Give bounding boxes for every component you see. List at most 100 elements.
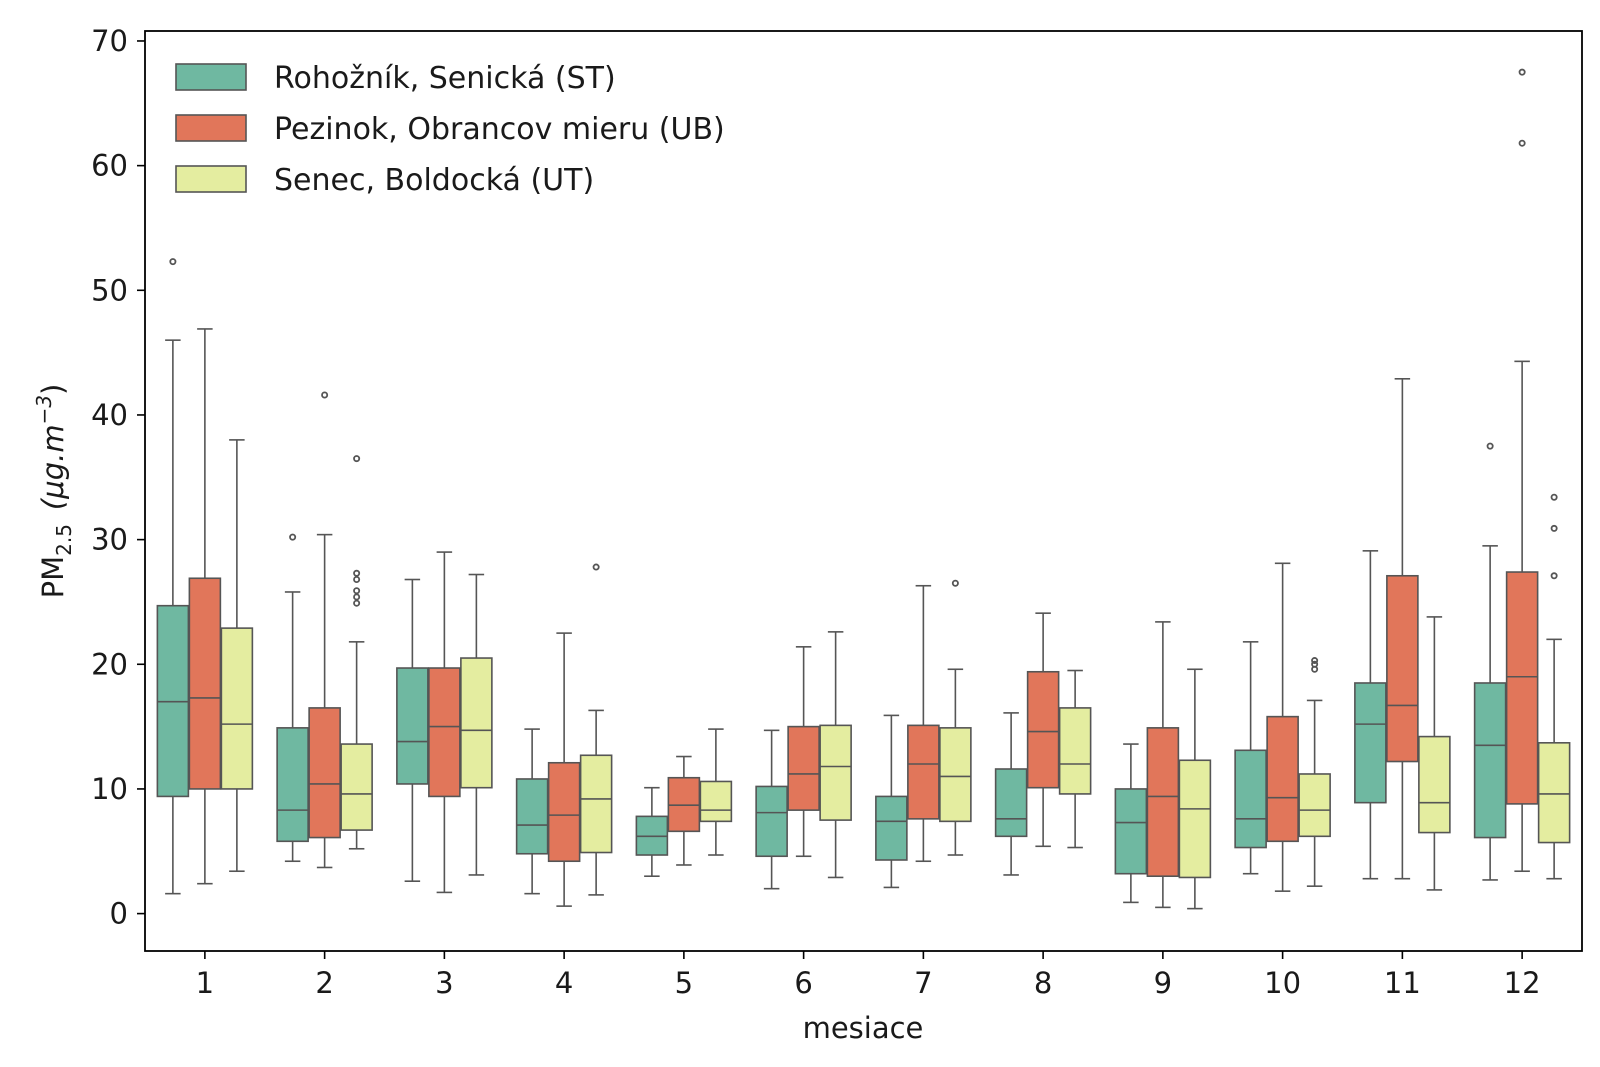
outlier-point	[1486, 442, 1494, 450]
box-group	[428, 551, 461, 894]
box-group	[1298, 657, 1331, 887]
box-group	[579, 563, 613, 896]
legend-label-pezinok: Pezinok, Obrancov mieru (UB)	[274, 112, 725, 147]
box-group	[460, 573, 493, 876]
box-iqr	[907, 724, 940, 820]
outlier-point	[289, 533, 297, 541]
box-group	[1418, 616, 1451, 891]
x-tick-label: 4	[555, 966, 573, 1000]
outlier-point	[592, 563, 600, 571]
box-group	[1058, 669, 1092, 849]
outlier-point	[353, 576, 361, 584]
outlier-point	[353, 593, 361, 601]
y-axis-title-main: PM	[36, 556, 70, 599]
y-tick-label: 30	[91, 523, 128, 557]
box-group	[667, 755, 701, 866]
y-tick-label: 20	[91, 647, 128, 681]
plot-area	[156, 68, 1571, 910]
x-tick-label: 8	[1034, 966, 1052, 1000]
box-iqr	[1505, 571, 1539, 805]
box-group	[156, 258, 190, 895]
box-group	[907, 584, 940, 863]
y-tick-label: 60	[91, 149, 128, 183]
box-group	[396, 578, 429, 882]
box-iqr	[460, 657, 493, 789]
y-axis-title: PM2.5 (μg.m−3)	[32, 384, 76, 599]
legend-swatch-pezinok	[175, 114, 247, 142]
x-tick-label: 6	[794, 966, 812, 1000]
y-axis-title-close: )	[36, 384, 70, 395]
box-iqr	[515, 778, 549, 855]
box-iqr	[340, 743, 373, 831]
box-group	[308, 391, 341, 869]
outlier-point	[1550, 524, 1558, 532]
x-tick-label: 3	[435, 966, 453, 1000]
x-tick-label: 7	[914, 966, 932, 1000]
box-iqr	[188, 577, 222, 790]
legend-swatch-senec	[175, 165, 247, 193]
outlier-point	[321, 391, 329, 399]
x-tick-label: 10	[1264, 966, 1301, 1000]
outlier-point	[353, 599, 361, 607]
box-group	[1354, 550, 1387, 880]
outlier-point	[1550, 572, 1558, 580]
box-iqr	[699, 780, 733, 823]
box-iqr	[579, 754, 613, 854]
box-iqr	[1386, 574, 1419, 763]
y-tick-label: 70	[91, 24, 128, 58]
box-group	[939, 579, 972, 856]
box-group	[1178, 668, 1212, 910]
box-group	[635, 786, 669, 878]
box-iqr	[1026, 670, 1060, 789]
box-group	[755, 729, 788, 890]
outlier-point	[353, 569, 361, 577]
legend-label-rohoznik: Rohožník, Senická (ST)	[274, 61, 616, 96]
box-iqr	[1354, 682, 1387, 804]
box-group	[875, 714, 908, 889]
box-group	[276, 533, 309, 863]
box-group	[699, 728, 733, 856]
box-iqr	[1418, 735, 1451, 834]
box-iqr	[1266, 715, 1299, 843]
outlier-point	[1518, 139, 1526, 147]
box-group	[1266, 562, 1299, 892]
y-tick-label: 40	[91, 398, 128, 432]
x-tick-label: 1	[196, 966, 214, 1000]
box-iqr	[276, 727, 309, 843]
box-iqr	[1298, 773, 1331, 838]
box-iqr	[755, 785, 788, 858]
box-iqr	[1234, 749, 1267, 849]
outlier-point	[1311, 660, 1319, 668]
box-iqr	[308, 707, 341, 839]
box-group	[515, 728, 549, 895]
box-iqr	[939, 727, 972, 823]
y-axis-title-unit: (μg.m	[36, 424, 70, 510]
box-iqr	[220, 627, 254, 790]
outlier-point	[1311, 657, 1319, 665]
y-tick-label: 10	[91, 772, 128, 806]
box-group	[1473, 442, 1507, 881]
legend-label-senec: Senec, Boldocká (UT)	[274, 163, 594, 198]
box-group	[220, 439, 254, 873]
legend: Rohožník, Senická (ST) Pezinok, Obrancov…	[175, 61, 725, 198]
outlier-point	[353, 587, 361, 595]
y-tick-label: 50	[91, 273, 128, 307]
box-iqr	[875, 795, 908, 861]
x-tick-label: 5	[675, 966, 693, 1000]
box-iqr	[819, 724, 852, 821]
box-group	[1146, 621, 1180, 909]
outlier-point	[169, 258, 177, 266]
box-group	[994, 712, 1028, 876]
box-iqr	[994, 768, 1028, 838]
plot-frame	[144, 30, 1583, 952]
box-group	[819, 631, 852, 879]
box-group	[1505, 68, 1539, 873]
x-tick-label: 11	[1384, 966, 1421, 1000]
y-axis-title-exponent: −3	[32, 395, 56, 424]
y-tick-label: 0	[110, 897, 128, 931]
box-iqr	[1146, 727, 1180, 878]
outlier-point	[951, 579, 959, 587]
box-iqr	[1114, 788, 1148, 875]
y-axis: 0 10 20 30 40 50 60 70	[91, 24, 145, 931]
box-iqr	[787, 725, 820, 811]
